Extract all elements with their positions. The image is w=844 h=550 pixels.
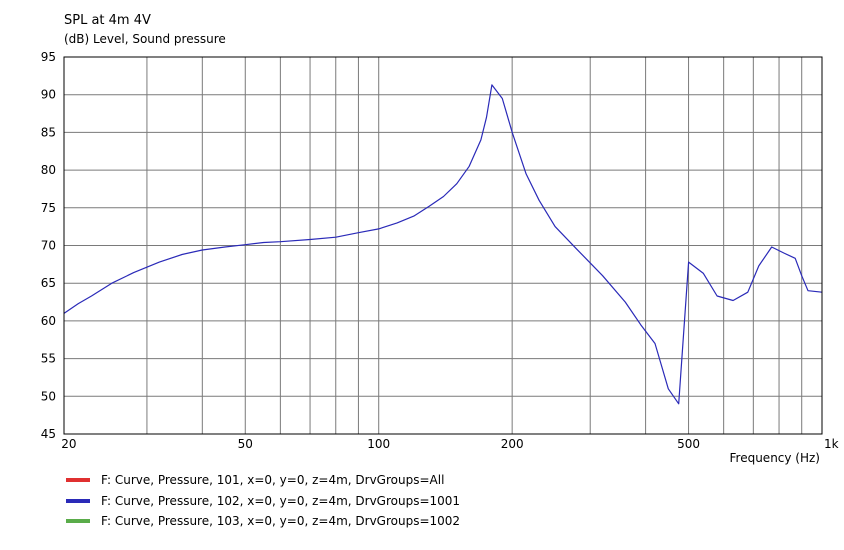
x-tick-label: 20 <box>61 437 76 451</box>
chart-title: SPL at 4m 4V <box>64 13 151 28</box>
y-tick-label: 55 <box>41 352 56 366</box>
legend-swatch <box>66 478 90 483</box>
plot-frame <box>63 56 823 435</box>
y-tick-label: 45 <box>41 427 56 441</box>
x-axis-label: Frequency (Hz) <box>730 451 821 465</box>
y-tick-label: 85 <box>41 125 56 139</box>
legend-swatch <box>66 519 90 524</box>
x-tick-label: 100 <box>367 437 390 451</box>
legend-item: F: Curve, Pressure, 103, x=0, y=0, z=4m,… <box>66 511 460 532</box>
grid <box>64 56 822 435</box>
series-line-2 <box>63 84 823 405</box>
y-tick-labels: 45 50 55 60 65 70 75 80 85 90 95 <box>41 50 56 441</box>
y-axis-label: (dB) Level, Sound pressure <box>64 32 226 46</box>
legend-label: F: Curve, Pressure, 103, x=0, y=0, z=4m,… <box>101 514 461 529</box>
legend: F: Curve, Pressure, 101, x=0, y=0, z=4m,… <box>66 470 460 532</box>
x-tick-label: 200 <box>501 437 524 451</box>
y-tick-label: 70 <box>41 239 56 253</box>
y-tick-label: 95 <box>41 50 56 64</box>
y-tick-label: 60 <box>41 314 56 328</box>
x-tick-label: 500 <box>677 437 700 451</box>
legend-swatch <box>66 498 90 503</box>
y-tick-label: 65 <box>41 276 56 290</box>
y-tick-label: 75 <box>41 201 56 215</box>
x-tick-label: 1k <box>824 437 839 451</box>
x-tick-label: 50 <box>238 437 253 451</box>
curves <box>63 84 823 405</box>
legend-item: F: Curve, Pressure, 102, x=0, y=0, z=4m,… <box>66 491 460 512</box>
y-tick-label: 80 <box>41 163 56 177</box>
spl-chart: 45 50 55 60 65 70 75 80 85 90 95 20 50 100 200 500 1k F… <box>41 50 839 465</box>
legend-label: F: Curve, Pressure, 101, x=0, y=0, z=4m,… <box>101 473 445 488</box>
x-tick-labels: 20 50 100 200 500 1k <box>61 437 838 451</box>
y-tick-label: 50 <box>41 389 56 403</box>
legend-label: F: Curve, Pressure, 102, x=0, y=0, z=4m,… <box>101 493 461 508</box>
legend-item: F: Curve, Pressure, 101, x=0, y=0, z=4m,… <box>66 470 460 491</box>
y-tick-label: 90 <box>41 88 56 102</box>
